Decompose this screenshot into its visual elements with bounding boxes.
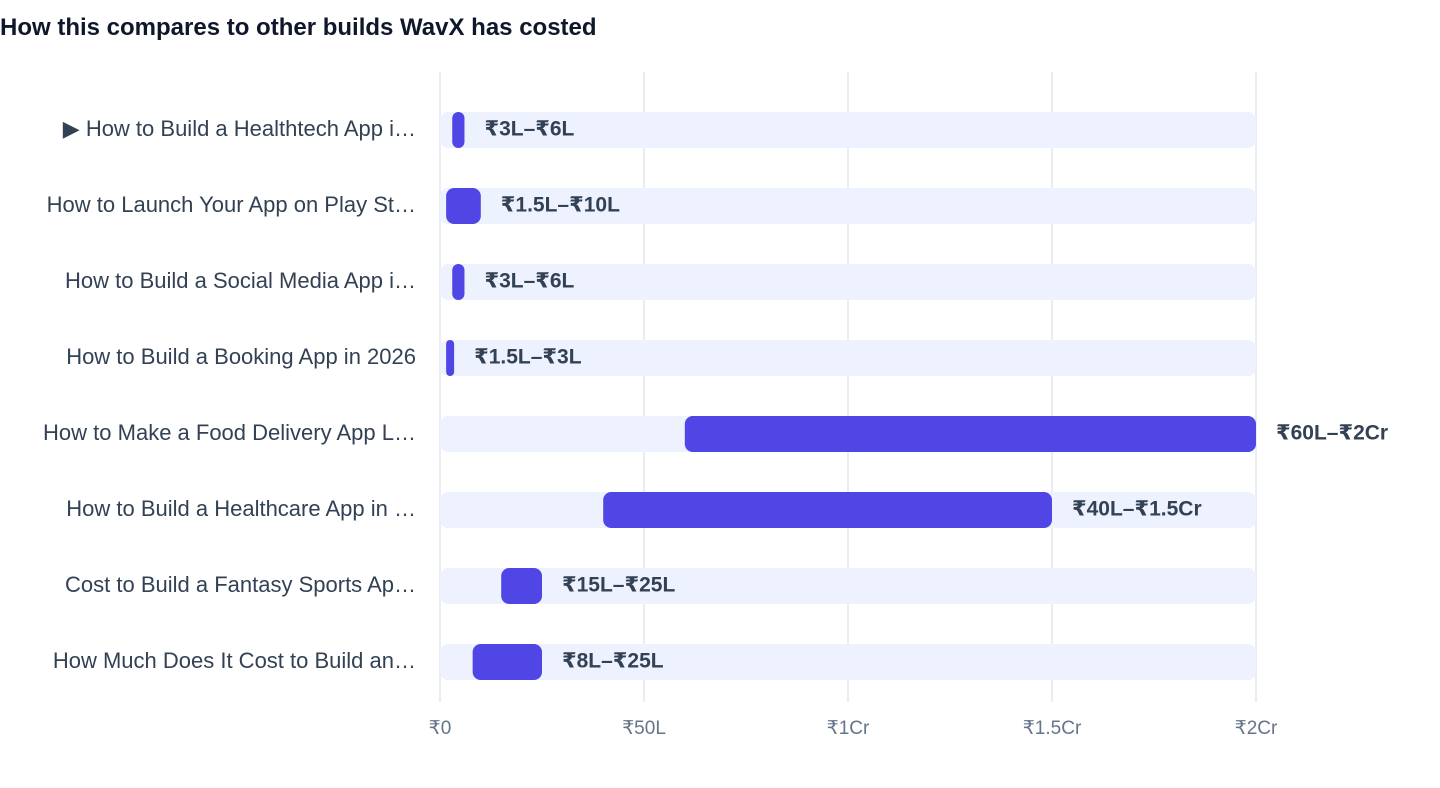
bar-track	[440, 112, 1256, 148]
category-label: ▶ How to Build a Healthtech App i…	[63, 116, 416, 141]
x-tick-label: ₹50L	[622, 718, 666, 739]
range-value-label: ₹3L–₹6L	[484, 270, 574, 293]
range-value-label: ₹40L–₹1.5Cr	[1072, 498, 1202, 521]
category-label: How to Launch Your App on Play St…	[47, 192, 416, 217]
grid-lines	[439, 72, 1257, 702]
x-tick-label: ₹1.5Cr	[1023, 718, 1082, 739]
x-axis-ticks: ₹0 ₹50L ₹1Cr ₹1.5Cr ₹2Cr	[429, 718, 1278, 739]
category-label: How to Build a Social Media App i…	[65, 268, 416, 293]
range-bar[interactable]	[452, 112, 465, 148]
range-value-label: ₹60L–₹2Cr	[1276, 422, 1388, 445]
bar-track	[440, 644, 1256, 680]
range-bar[interactable]	[446, 340, 455, 376]
range-bar[interactable]	[452, 264, 465, 300]
range-bar[interactable]	[603, 492, 1052, 528]
range-value-label: ₹1.5L–₹10L	[501, 194, 620, 217]
category-label: How to Build a Booking App in 2026	[66, 344, 416, 369]
range-value-label: ₹3L–₹6L	[484, 118, 574, 141]
range-value-label: ₹15L–₹25L	[562, 574, 675, 597]
bar-track	[440, 188, 1256, 224]
range-labels: ₹3L–₹6L ₹1.5L–₹10L ₹3L–₹6L ₹1.5L–₹3L ₹60L–₹2…	[474, 118, 1388, 673]
bar-track	[440, 568, 1256, 604]
range-bar[interactable]	[472, 644, 542, 680]
range-bar[interactable]	[501, 568, 542, 604]
range-value-label: ₹8L–₹25L	[562, 650, 664, 673]
category-label: How to Build a Healthcare App in …	[66, 496, 416, 521]
bar-track	[440, 340, 1256, 376]
bar-track	[440, 264, 1256, 300]
range-value-label: ₹1.5L–₹3L	[474, 346, 582, 369]
chart-title: How this compares to other builds WavX h…	[0, 14, 597, 41]
range-bars	[446, 112, 1256, 680]
x-tick-label: ₹2Cr	[1235, 718, 1278, 739]
category-label: How Much Does It Cost to Build an…	[53, 648, 416, 673]
range-bar[interactable]	[684, 416, 1256, 452]
range-bar[interactable]	[446, 188, 481, 224]
category-labels: ▶ How to Build a Healthtech App i… How to…	[43, 116, 416, 673]
x-tick-label: ₹0	[429, 718, 452, 739]
category-label: Cost to Build a Fantasy Sports Ap…	[65, 572, 416, 597]
category-label: How to Make a Food Delivery App L…	[43, 420, 416, 445]
x-tick-label: ₹1Cr	[827, 718, 870, 739]
